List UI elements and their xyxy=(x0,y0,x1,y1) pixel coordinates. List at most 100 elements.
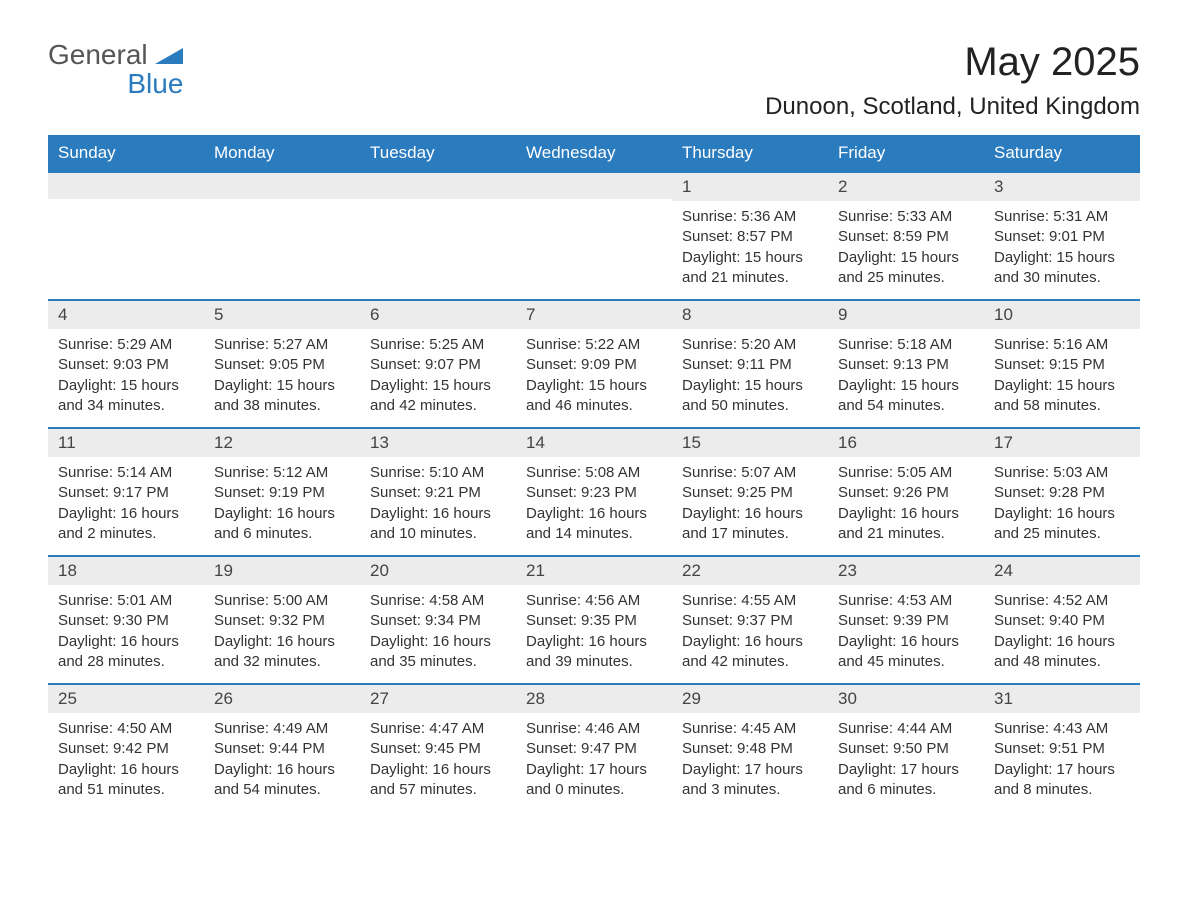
day-day1: Daylight: 15 hours xyxy=(526,376,662,396)
logo-mark-icon xyxy=(155,39,183,70)
day-number xyxy=(48,173,204,199)
day-number: 26 xyxy=(204,685,360,713)
day-sunset: Sunset: 9:30 PM xyxy=(58,611,194,631)
day-day2: and 21 minutes. xyxy=(682,268,818,288)
day-sunset: Sunset: 9:07 PM xyxy=(370,355,506,375)
day-sunset: Sunset: 9:32 PM xyxy=(214,611,350,631)
day-body: Sunrise: 5:18 AMSunset: 9:13 PMDaylight:… xyxy=(828,329,984,426)
day-number xyxy=(516,173,672,199)
day-cell: 10Sunrise: 5:16 AMSunset: 9:15 PMDayligh… xyxy=(984,301,1140,427)
day-number: 29 xyxy=(672,685,828,713)
day-sunrise: Sunrise: 4:49 AM xyxy=(214,719,350,739)
day-body: Sunrise: 4:43 AMSunset: 9:51 PMDaylight:… xyxy=(984,713,1140,810)
day-day1: Daylight: 16 hours xyxy=(682,632,818,652)
day-number: 1 xyxy=(672,173,828,201)
day-sunset: Sunset: 9:26 PM xyxy=(838,483,974,503)
day-body: Sunrise: 5:01 AMSunset: 9:30 PMDaylight:… xyxy=(48,585,204,682)
day-day2: and 0 minutes. xyxy=(526,780,662,800)
day-sunrise: Sunrise: 4:47 AM xyxy=(370,719,506,739)
day-cell: 20Sunrise: 4:58 AMSunset: 9:34 PMDayligh… xyxy=(360,557,516,683)
day-cell: 21Sunrise: 4:56 AMSunset: 9:35 PMDayligh… xyxy=(516,557,672,683)
day-day2: and 46 minutes. xyxy=(526,396,662,416)
day-sunrise: Sunrise: 5:18 AM xyxy=(838,335,974,355)
location: Dunoon, Scotland, United Kingdom xyxy=(765,93,1140,121)
day-number: 28 xyxy=(516,685,672,713)
dow-cell: Saturday xyxy=(984,135,1140,171)
day-number: 15 xyxy=(672,429,828,457)
day-sunrise: Sunrise: 5:31 AM xyxy=(994,207,1130,227)
day-number: 12 xyxy=(204,429,360,457)
day-day2: and 2 minutes. xyxy=(58,524,194,544)
day-body: Sunrise: 4:46 AMSunset: 9:47 PMDaylight:… xyxy=(516,713,672,810)
day-body: Sunrise: 5:31 AMSunset: 9:01 PMDaylight:… xyxy=(984,201,1140,298)
day-cell: 7Sunrise: 5:22 AMSunset: 9:09 PMDaylight… xyxy=(516,301,672,427)
day-cell: 22Sunrise: 4:55 AMSunset: 9:37 PMDayligh… xyxy=(672,557,828,683)
day-sunset: Sunset: 9:17 PM xyxy=(58,483,194,503)
day-day1: Daylight: 17 hours xyxy=(526,760,662,780)
day-day2: and 50 minutes. xyxy=(682,396,818,416)
day-sunrise: Sunrise: 4:58 AM xyxy=(370,591,506,611)
day-sunrise: Sunrise: 5:27 AM xyxy=(214,335,350,355)
day-cell: 14Sunrise: 5:08 AMSunset: 9:23 PMDayligh… xyxy=(516,429,672,555)
day-day2: and 32 minutes. xyxy=(214,652,350,672)
day-day1: Daylight: 16 hours xyxy=(58,504,194,524)
day-day2: and 54 minutes. xyxy=(838,396,974,416)
day-day1: Daylight: 17 hours xyxy=(682,760,818,780)
day-body xyxy=(360,199,516,215)
day-day1: Daylight: 16 hours xyxy=(370,760,506,780)
day-body: Sunrise: 5:00 AMSunset: 9:32 PMDaylight:… xyxy=(204,585,360,682)
day-day2: and 57 minutes. xyxy=(370,780,506,800)
day-body: Sunrise: 5:36 AMSunset: 8:57 PMDaylight:… xyxy=(672,201,828,298)
day-cell: 18Sunrise: 5:01 AMSunset: 9:30 PMDayligh… xyxy=(48,557,204,683)
day-number: 27 xyxy=(360,685,516,713)
day-number: 30 xyxy=(828,685,984,713)
day-sunset: Sunset: 9:51 PM xyxy=(994,739,1130,759)
day-sunset: Sunset: 9:13 PM xyxy=(838,355,974,375)
day-number: 6 xyxy=(360,301,516,329)
day-day2: and 51 minutes. xyxy=(58,780,194,800)
day-day1: Daylight: 17 hours xyxy=(838,760,974,780)
day-sunset: Sunset: 9:42 PM xyxy=(58,739,194,759)
day-sunrise: Sunrise: 5:07 AM xyxy=(682,463,818,483)
day-sunrise: Sunrise: 5:01 AM xyxy=(58,591,194,611)
day-sunset: Sunset: 9:19 PM xyxy=(214,483,350,503)
day-body: Sunrise: 5:33 AMSunset: 8:59 PMDaylight:… xyxy=(828,201,984,298)
dow-cell: Wednesday xyxy=(516,135,672,171)
day-body: Sunrise: 5:05 AMSunset: 9:26 PMDaylight:… xyxy=(828,457,984,554)
day-number: 18 xyxy=(48,557,204,585)
day-sunrise: Sunrise: 5:10 AM xyxy=(370,463,506,483)
day-sunrise: Sunrise: 5:29 AM xyxy=(58,335,194,355)
day-day2: and 38 minutes. xyxy=(214,396,350,416)
day-number xyxy=(204,173,360,199)
day-sunset: Sunset: 9:37 PM xyxy=(682,611,818,631)
logo-word-general: General xyxy=(48,39,148,70)
day-day1: Daylight: 16 hours xyxy=(58,760,194,780)
day-number: 4 xyxy=(48,301,204,329)
calendar-body: 1Sunrise: 5:36 AMSunset: 8:57 PMDaylight… xyxy=(48,171,1140,811)
day-body: Sunrise: 4:50 AMSunset: 9:42 PMDaylight:… xyxy=(48,713,204,810)
day-number: 5 xyxy=(204,301,360,329)
day-cell: 29Sunrise: 4:45 AMSunset: 9:48 PMDayligh… xyxy=(672,685,828,811)
day-cell: 4Sunrise: 5:29 AMSunset: 9:03 PMDaylight… xyxy=(48,301,204,427)
day-day1: Daylight: 16 hours xyxy=(526,632,662,652)
day-body: Sunrise: 5:10 AMSunset: 9:21 PMDaylight:… xyxy=(360,457,516,554)
day-day1: Daylight: 15 hours xyxy=(214,376,350,396)
day-number: 17 xyxy=(984,429,1140,457)
day-cell: 15Sunrise: 5:07 AMSunset: 9:25 PMDayligh… xyxy=(672,429,828,555)
day-day1: Daylight: 16 hours xyxy=(214,632,350,652)
day-sunset: Sunset: 9:28 PM xyxy=(994,483,1130,503)
day-body: Sunrise: 5:14 AMSunset: 9:17 PMDaylight:… xyxy=(48,457,204,554)
day-sunset: Sunset: 9:09 PM xyxy=(526,355,662,375)
day-cell xyxy=(48,173,204,299)
day-day1: Daylight: 15 hours xyxy=(682,248,818,268)
logo-text: General Blue xyxy=(48,40,183,99)
dow-cell: Tuesday xyxy=(360,135,516,171)
day-day1: Daylight: 16 hours xyxy=(214,760,350,780)
day-day2: and 28 minutes. xyxy=(58,652,194,672)
day-number: 14 xyxy=(516,429,672,457)
day-number: 24 xyxy=(984,557,1140,585)
title-block: May 2025 Dunoon, Scotland, United Kingdo… xyxy=(765,40,1140,121)
day-sunrise: Sunrise: 5:03 AM xyxy=(994,463,1130,483)
day-sunset: Sunset: 9:01 PM xyxy=(994,227,1130,247)
logo: General Blue xyxy=(48,40,183,99)
